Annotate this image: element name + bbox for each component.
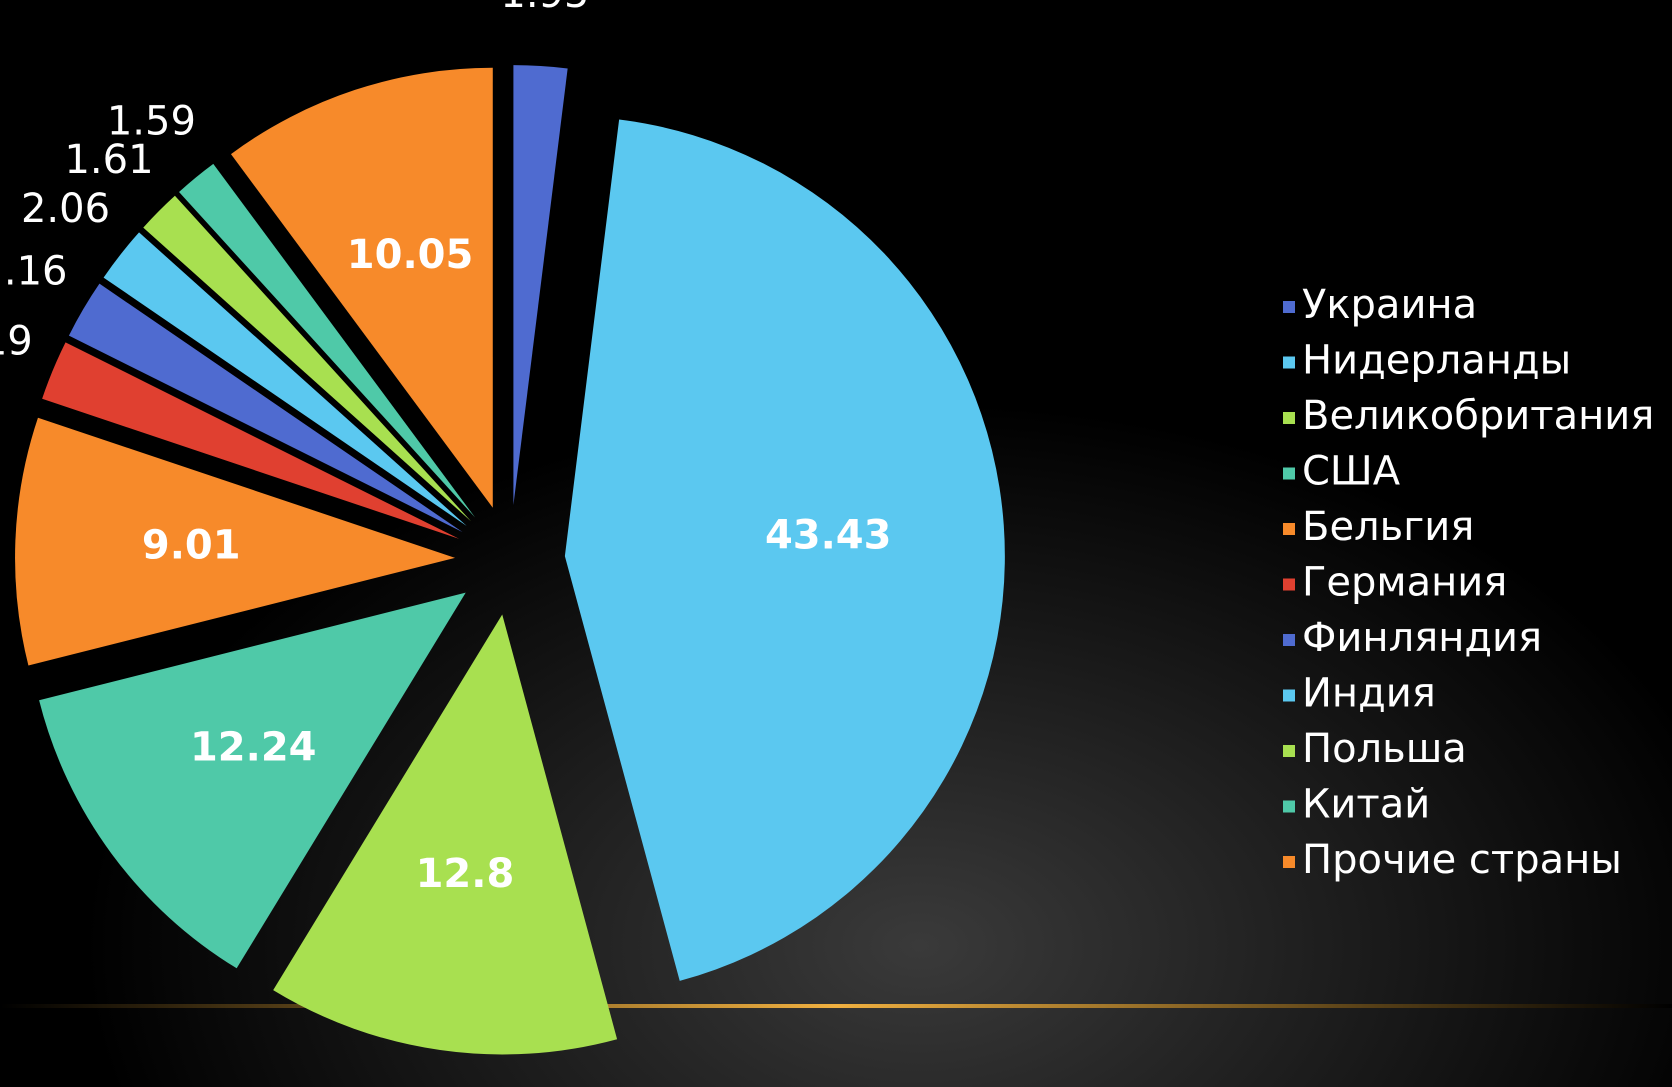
legend-label: Нидерланды <box>1302 338 1571 384</box>
pie-slice <box>39 592 466 969</box>
pie-slice <box>273 614 618 1055</box>
legend-label: Финляндия <box>1302 615 1542 661</box>
pie-slice <box>230 67 493 508</box>
data-label: 2.06 <box>21 186 110 232</box>
data-label: 1.61 <box>64 137 153 183</box>
legend-swatch <box>1283 467 1295 480</box>
pie-slice <box>68 283 463 533</box>
legend-label: Украина <box>1302 282 1477 328</box>
legend-swatch <box>1283 578 1295 591</box>
legend-swatch <box>1283 800 1295 813</box>
pie-slice <box>513 65 568 506</box>
legend-swatch <box>1283 745 1295 757</box>
legend-label: Прочие страны <box>1302 837 1622 883</box>
legend-swatch <box>1283 634 1295 646</box>
data-label: 10.05 <box>347 232 474 278</box>
legend-swatch <box>1283 412 1295 424</box>
data-label: 2.19 <box>0 318 33 364</box>
data-label: 1.59 <box>107 98 196 144</box>
pie-slice <box>143 195 471 522</box>
legend-label: США <box>1302 449 1401 495</box>
pie-slice <box>15 417 456 666</box>
pie-slice <box>564 119 1005 981</box>
legend-label: Германия <box>1302 560 1507 606</box>
data-label: 1.95 <box>500 0 589 17</box>
pie-slice <box>179 163 476 518</box>
legend-label: Бельгия <box>1302 504 1474 550</box>
legend-swatch <box>1283 856 1295 868</box>
legend-label: Китай <box>1302 782 1430 828</box>
legend-swatch <box>1283 356 1295 369</box>
legend-swatch <box>1283 523 1295 535</box>
legend-label: Великобритания <box>1302 393 1654 439</box>
pie-slice <box>103 232 467 527</box>
pie-slice <box>42 342 460 539</box>
legend-label: Польша <box>1302 726 1467 772</box>
legend-swatch <box>1283 689 1295 702</box>
data-label: 12.24 <box>190 724 317 770</box>
data-label: 43.43 <box>765 513 892 559</box>
data-label: 9.01 <box>142 523 241 569</box>
data-label: 2.16 <box>0 249 67 295</box>
legend-label: Индия <box>1302 671 1436 717</box>
legend-swatch <box>1283 301 1295 313</box>
divider <box>0 1004 1672 1008</box>
data-label: 12.8 <box>416 851 515 897</box>
